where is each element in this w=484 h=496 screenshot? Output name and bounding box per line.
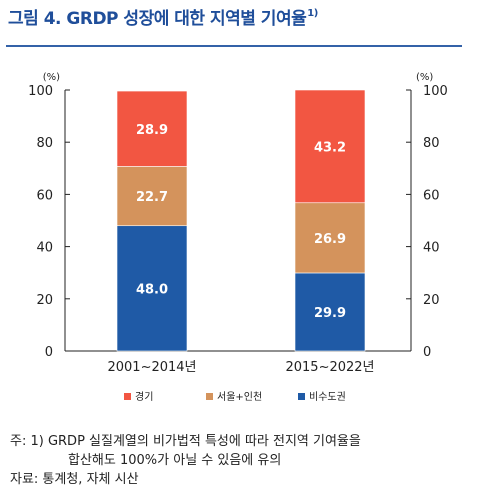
legend-label: 경기	[135, 390, 153, 403]
x-tick-label: 2015~2022년	[285, 360, 374, 375]
data-label: 29.9	[314, 306, 346, 321]
chart-title: 그림 4. GRDP 성장에 대한 지역별 기여율1)	[8, 8, 318, 29]
bar-segment	[294, 202, 366, 274]
y-tick-label-right: 80	[423, 136, 440, 151]
y-unit-left: (%)	[43, 72, 60, 83]
data-label: 48.0	[136, 282, 168, 297]
legend-label: 서울+인천	[217, 391, 262, 403]
y-tick-label-left: 20	[36, 293, 53, 308]
y-unit-right: (%)	[416, 72, 433, 83]
note-line-2: 합산해도 100%가 아닐 수 있음에 유의	[68, 453, 282, 468]
y-tick-label-right: 100	[423, 84, 448, 99]
data-label: 43.2	[314, 140, 346, 155]
y-tick-label-right: 40	[423, 241, 440, 256]
y-tick-label-left: 80	[36, 136, 53, 151]
bar-segment	[116, 166, 188, 227]
chart-notes: 주: 1) GRDP 실질계열의 비가법적 특성에 따라 전지역 기여율을 합산…	[10, 432, 361, 489]
bar-segment	[116, 90, 188, 167]
y-tick-label-right: 20	[423, 293, 440, 308]
y-tick-label-right: 0	[423, 345, 431, 360]
y-tick-label-right: 60	[423, 188, 440, 203]
bar-segment	[116, 225, 188, 352]
x-tick-label: 2001~2014년	[107, 360, 196, 375]
note-line-1: 주: 1) GRDP 실질계열의 비가법적 특성에 따라 전지역 기여율을	[10, 434, 361, 449]
legend-swatch	[124, 393, 131, 400]
note-source: 자료: 통계청, 자체 시산	[10, 472, 139, 487]
data-label: 22.7	[136, 190, 168, 205]
legend-label: 비수도권	[309, 391, 346, 403]
y-tick-label-left: 0	[45, 345, 53, 360]
legend-swatch	[298, 393, 305, 400]
bar-segment	[294, 89, 366, 204]
y-tick-label-left: 60	[36, 188, 53, 203]
data-label: 28.9	[136, 123, 168, 138]
data-label: 26.9	[314, 232, 346, 247]
bar-segment	[294, 272, 366, 352]
title-rule	[6, 45, 462, 47]
legend-swatch	[206, 393, 213, 400]
y-tick-label-left: 100	[28, 84, 53, 99]
y-tick-label-left: 40	[36, 241, 53, 256]
